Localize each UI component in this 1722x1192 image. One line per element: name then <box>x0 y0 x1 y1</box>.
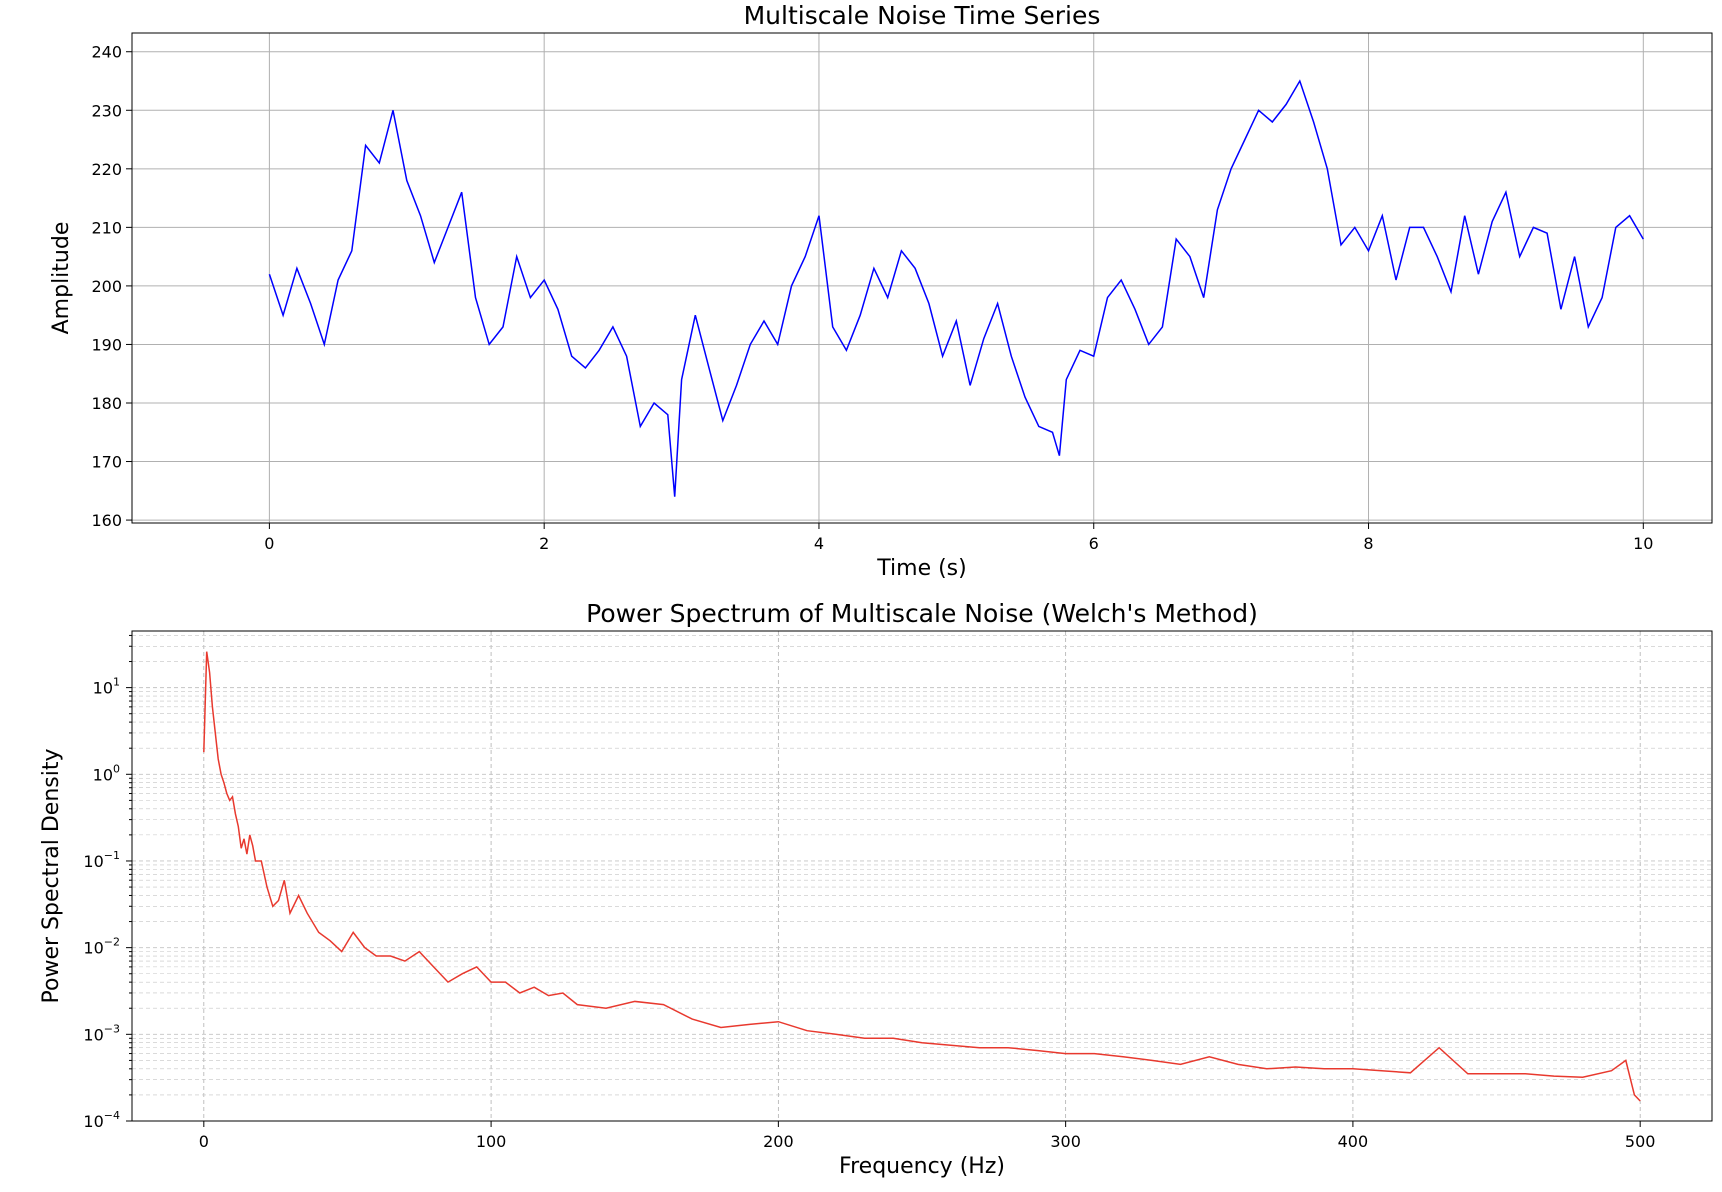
y-tick-label-base: 10 <box>83 939 103 958</box>
y-tick-label-base: 10 <box>83 1025 103 1044</box>
x-tick-label: 400 <box>1338 1132 1369 1151</box>
x-tick-label: 100 <box>476 1132 507 1151</box>
time-series-line <box>268 79 1644 497</box>
y-tick-label-exponent: −1 <box>104 849 120 862</box>
y-tick-label: 10−4 <box>83 1109 120 1131</box>
y-tick-label: 190 <box>91 335 122 354</box>
x-tick-label: 8 <box>1363 534 1373 553</box>
y-tick-label-exponent: 0 <box>113 762 120 775</box>
x-tick-label: 2 <box>539 534 549 553</box>
y-tick-label: 160 <box>91 511 122 530</box>
y-tick-label-base: 10 <box>93 765 113 784</box>
y-tick-label: 230 <box>91 101 122 120</box>
y-tick-label: 10−2 <box>83 936 120 958</box>
y-tick-label: 240 <box>91 43 122 62</box>
time-series-y-axis-label: Amplitude <box>49 222 74 335</box>
time-series-title: Multiscale Noise Time Series <box>744 1 1101 30</box>
time-series-ticks: 0 2 4 6 8 10 160 170 180 190 200 210 220 230 240 <box>91 43 1653 553</box>
x-tick-label: 6 <box>1089 534 1099 553</box>
y-tick-label-base: 10 <box>83 1112 103 1131</box>
x-tick-label: 200 <box>763 1132 794 1151</box>
y-tick-label-base: 10 <box>83 852 103 871</box>
time-series-frame <box>131 32 1713 524</box>
x-tick-label: 500 <box>1625 1132 1656 1151</box>
y-tick-label-exponent: −4 <box>104 1109 120 1122</box>
power-spectrum-x-axis-label: Frequency (Hz) <box>839 1154 1005 1179</box>
power-spectrum-line <box>203 651 1641 1102</box>
y-tick-label: 220 <box>91 160 122 179</box>
time-series-panel: 0 2 4 6 8 10 160 170 180 190 200 210 220 230 240 Multi… <box>49 1 1713 581</box>
x-tick-label: 0 <box>199 1132 209 1151</box>
y-tick-label: 100 <box>93 762 120 784</box>
x-tick-label: 300 <box>1050 1132 1081 1151</box>
x-tick-label: 4 <box>814 534 824 553</box>
power-spectrum-title: Power Spectrum of Multiscale Noise (Welc… <box>586 599 1258 628</box>
x-tick-label: 10 <box>1633 534 1653 553</box>
power-spectrum-y-axis-label: Power Spectral Density <box>39 749 64 1004</box>
y-tick-label-base: 10 <box>93 679 113 698</box>
y-tick-label: 210 <box>91 218 122 237</box>
time-series-x-axis-label: Time (s) <box>876 556 966 581</box>
y-tick-label: 170 <box>91 453 122 472</box>
y-tick-label: 180 <box>91 394 122 413</box>
power-spectrum-grid <box>132 631 1712 1122</box>
y-tick-label-exponent: −2 <box>104 936 120 949</box>
y-tick-label: 10−1 <box>83 849 120 871</box>
time-series-grid <box>132 33 1712 523</box>
power-spectrum-frame <box>131 630 1713 1122</box>
y-tick-label: 10−3 <box>83 1022 120 1044</box>
y-tick-label-exponent: −3 <box>104 1022 120 1035</box>
y-tick-label-exponent: 1 <box>113 676 120 689</box>
x-tick-label: 0 <box>264 534 274 553</box>
y-tick-label: 101 <box>93 676 120 698</box>
y-tick-label: 200 <box>91 277 122 296</box>
